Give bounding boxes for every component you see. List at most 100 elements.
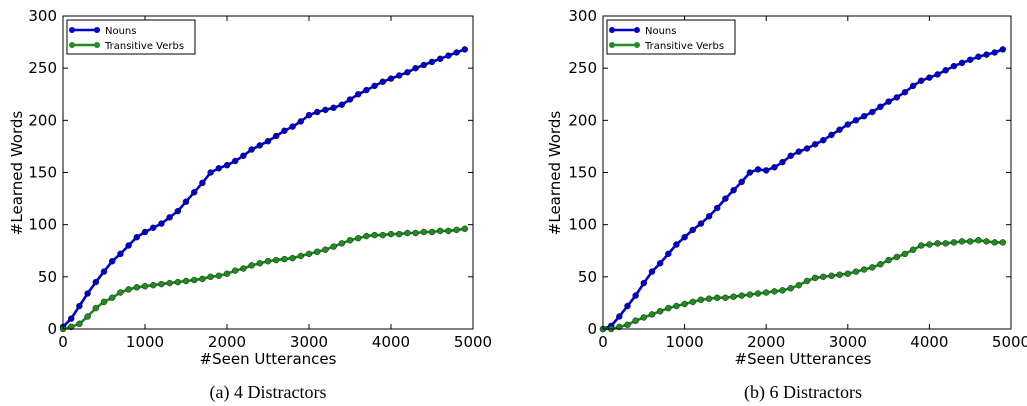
- data-point-transitive-verbs: [190, 276, 198, 284]
- data-point-nouns: [812, 141, 819, 148]
- x-tick-label: 3000: [290, 333, 328, 351]
- legend-marker: [634, 27, 640, 33]
- data-point-transitive-verbs: [705, 295, 713, 302]
- data-point-nouns: [387, 75, 395, 82]
- caption-a: (a) 4 Distractors: [210, 382, 327, 403]
- data-point-nouns: [763, 167, 770, 174]
- legend-marker: [94, 42, 100, 48]
- data-point-nouns: [215, 165, 223, 172]
- data-point-transitive-verbs: [133, 284, 141, 291]
- data-point-nouns: [174, 207, 182, 215]
- data-point-nouns: [795, 148, 802, 155]
- data-point-transitive-verbs: [632, 317, 639, 324]
- y-tick-label: 0: [47, 320, 57, 338]
- data-point-nouns: [909, 82, 917, 90]
- data-point-transitive-verbs: [852, 268, 860, 275]
- data-point-nouns: [852, 117, 860, 124]
- data-point-nouns: [346, 96, 354, 103]
- data-point-nouns: [714, 204, 721, 212]
- y-tick-label: 100: [568, 216, 597, 234]
- y-axis-label-a: #Learned Words: [8, 111, 26, 236]
- data-point-transitive-verbs: [820, 273, 827, 280]
- data-point-transitive-verbs: [379, 231, 386, 239]
- data-point-transitive-verbs: [166, 279, 173, 287]
- y-tick-label: 250: [28, 59, 57, 77]
- y-axis-label-b: #Learned Words: [546, 111, 564, 236]
- data-point-transitive-verbs: [437, 227, 444, 235]
- data-point-nouns: [624, 302, 631, 310]
- data-point-nouns: [844, 121, 851, 128]
- x-tick-label: 4000: [372, 333, 410, 351]
- data-point-transitive-verbs: [387, 230, 395, 238]
- data-point-transitive-verbs: [722, 294, 729, 301]
- legend-marker: [69, 42, 75, 48]
- data-point-nouns: [705, 213, 713, 220]
- data-point-nouns: [338, 101, 345, 108]
- caption-b: (b) 6 Distractors: [744, 382, 862, 403]
- data-point-nouns: [256, 142, 263, 149]
- data-point-nouns: [697, 220, 705, 227]
- data-point-transitive-verbs: [355, 234, 362, 242]
- legend: Nouns Transitive Verbs: [606, 19, 736, 55]
- data-point-transitive-verbs: [779, 287, 786, 294]
- data-point-transitive-verbs: [199, 275, 206, 283]
- plot-frame: [62, 15, 474, 330]
- y-tick-label: 150: [568, 164, 597, 182]
- data-point-nouns: [412, 64, 419, 72]
- data-point-nouns: [771, 164, 778, 171]
- data-point-transitive-verbs: [117, 289, 124, 296]
- data-point-transitive-verbs: [428, 228, 436, 236]
- data-point-transitive-verbs: [681, 300, 688, 308]
- data-point-transitive-verbs: [338, 240, 345, 247]
- legend-marker: [609, 27, 615, 33]
- data-point-transitive-verbs: [108, 294, 116, 301]
- data-point-transitive-verbs: [223, 270, 231, 277]
- legend-label: Transitive Verbs: [104, 41, 184, 52]
- data-point-transitive-verbs: [281, 255, 288, 263]
- data-point-transitive-verbs: [174, 278, 182, 286]
- data-point-nouns: [779, 158, 786, 166]
- data-point-transitive-verbs: [420, 228, 427, 236]
- data-point-transitive-verbs: [860, 266, 868, 273]
- data-point-nouns: [754, 166, 762, 173]
- data-point-nouns: [991, 49, 998, 56]
- data-point-nouns: [297, 118, 304, 125]
- data-point-nouns: [656, 260, 664, 267]
- data-point-nouns: [738, 178, 745, 186]
- series-line-nouns: [602, 48, 1004, 331]
- data-point-nouns: [264, 137, 272, 145]
- data-point-nouns: [420, 61, 427, 69]
- y-tick-label: 200: [28, 111, 57, 129]
- data-point-transitive-verbs: [149, 282, 157, 289]
- data-point-nouns: [648, 268, 656, 275]
- data-point-transitive-verbs: [942, 240, 949, 247]
- data-point-nouns: [836, 126, 843, 133]
- data-point-transitive-verbs: [322, 246, 329, 253]
- data-point-nouns: [877, 103, 884, 111]
- data-point-transitive-verbs: [624, 321, 631, 328]
- data-point-nouns: [223, 161, 231, 169]
- data-point-nouns: [828, 131, 835, 139]
- data-point-transitive-verbs: [836, 271, 843, 278]
- data-point-nouns: [950, 62, 958, 70]
- x-tick-label: 3000: [829, 333, 867, 351]
- data-point-nouns: [305, 111, 313, 119]
- legend-box: [66, 19, 196, 55]
- legend-label: Transitive Verbs: [644, 41, 724, 52]
- data-point-transitive-verbs: [771, 288, 778, 295]
- legend-label: Nouns: [105, 26, 136, 37]
- data-point-nouns: [149, 224, 157, 232]
- data-point-transitive-verbs: [453, 226, 460, 234]
- data-point-transitive-verbs: [67, 323, 75, 331]
- data-point-transitive-verbs: [297, 252, 304, 260]
- x-tick-label: 0: [598, 333, 608, 351]
- series-line-transitive-verbs: [603, 239, 1003, 331]
- legend-label: Nouns: [645, 26, 676, 37]
- x-tick-label: 1000: [666, 333, 704, 351]
- x-axis-label-b: #Seen Utterances: [735, 350, 872, 368]
- data-point-nouns: [363, 86, 370, 94]
- y-tick-label: 0: [587, 320, 597, 338]
- data-point-nouns: [722, 195, 729, 202]
- data-point-transitive-verbs: [141, 283, 149, 290]
